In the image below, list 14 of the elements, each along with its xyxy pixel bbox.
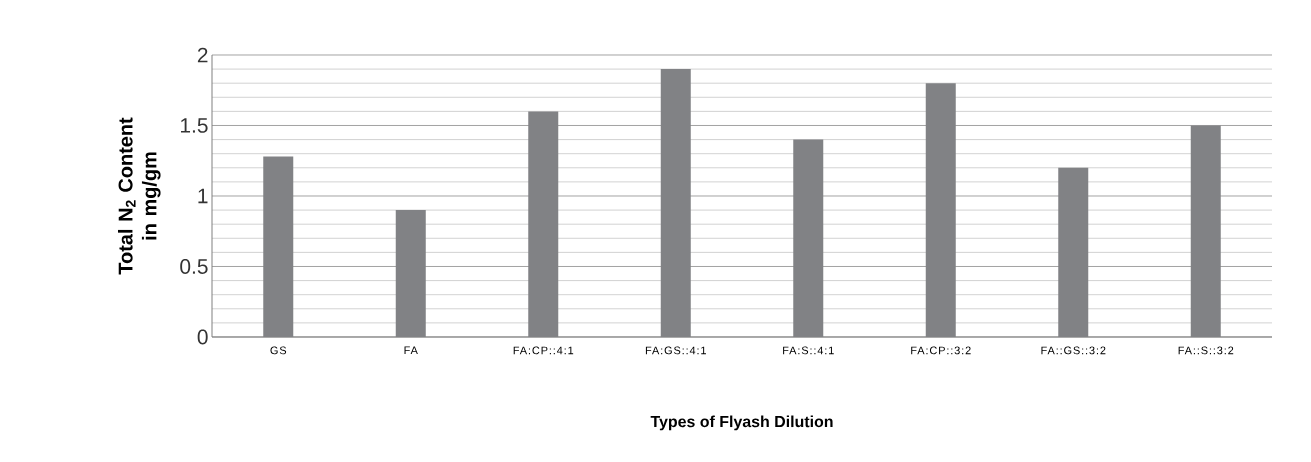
x-tick-label: FA xyxy=(404,346,418,355)
y-tick-label: 2 xyxy=(197,47,208,63)
x-tick-label: FA:S::4:1 xyxy=(783,346,834,355)
y-tick-label: 1 xyxy=(198,188,208,204)
x-tick-label: FA:CP::4:1 xyxy=(513,346,574,355)
x-tick-label: FA:GS::4:1 xyxy=(645,346,706,355)
y-tick-label: 0.5 xyxy=(180,259,208,274)
x-tick-label: FA::GS::3:2 xyxy=(1041,346,1106,355)
y-tick-label: 1.5 xyxy=(181,118,208,133)
y-tick-label: 0 xyxy=(197,329,208,345)
x-tick-label: FA::S::3:2 xyxy=(1178,346,1234,355)
x-axis-title: Types of Flyash Dilution xyxy=(650,415,833,431)
x-tick-label: FA:CP::3:2 xyxy=(911,346,971,355)
x-tick-label: GS xyxy=(270,346,287,355)
